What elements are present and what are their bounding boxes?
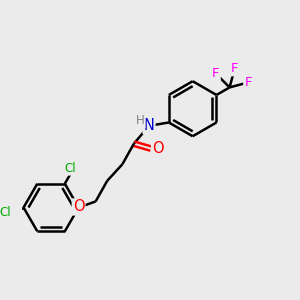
Text: F: F: [212, 67, 220, 80]
Text: Cl: Cl: [65, 162, 76, 175]
Text: H: H: [136, 114, 145, 127]
Text: O: O: [152, 141, 164, 156]
Text: O: O: [73, 200, 84, 214]
Text: F: F: [244, 76, 252, 89]
Text: N: N: [144, 118, 154, 133]
Text: Cl: Cl: [0, 206, 11, 219]
Text: F: F: [231, 62, 238, 75]
